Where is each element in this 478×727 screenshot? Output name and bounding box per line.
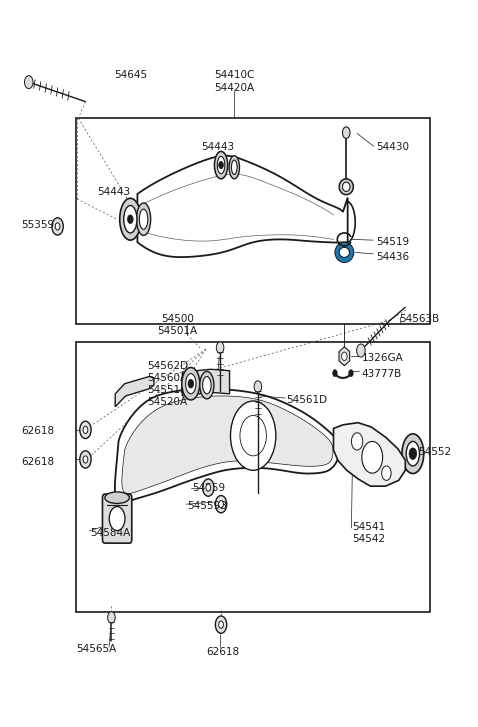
- Ellipse shape: [203, 377, 211, 394]
- Circle shape: [80, 451, 91, 468]
- Circle shape: [55, 222, 60, 230]
- Text: 55359: 55359: [22, 220, 55, 230]
- Polygon shape: [115, 389, 339, 502]
- Ellipse shape: [406, 441, 420, 466]
- Circle shape: [24, 76, 33, 89]
- Polygon shape: [137, 156, 348, 257]
- Circle shape: [218, 501, 223, 507]
- Circle shape: [362, 441, 382, 473]
- Circle shape: [218, 161, 223, 169]
- Circle shape: [240, 415, 266, 456]
- Circle shape: [348, 369, 353, 377]
- Ellipse shape: [215, 151, 228, 179]
- Circle shape: [83, 456, 88, 463]
- Circle shape: [217, 342, 224, 353]
- Circle shape: [216, 496, 227, 513]
- Circle shape: [188, 379, 194, 388]
- Ellipse shape: [120, 198, 141, 240]
- Ellipse shape: [402, 434, 424, 473]
- Circle shape: [108, 611, 115, 623]
- Text: 54645: 54645: [114, 70, 147, 80]
- Ellipse shape: [339, 179, 353, 195]
- Ellipse shape: [335, 242, 354, 262]
- Circle shape: [52, 218, 63, 235]
- Text: 54551D: 54551D: [147, 385, 188, 395]
- Polygon shape: [339, 347, 350, 366]
- Text: 54430: 54430: [376, 142, 409, 152]
- Text: 54519: 54519: [376, 237, 409, 247]
- Circle shape: [206, 484, 211, 491]
- Text: 54563B: 54563B: [400, 314, 440, 324]
- Text: 43777B: 43777B: [362, 369, 402, 379]
- Ellipse shape: [200, 371, 214, 399]
- Circle shape: [218, 621, 223, 628]
- FancyBboxPatch shape: [102, 494, 132, 543]
- Circle shape: [342, 352, 347, 361]
- Circle shape: [254, 381, 261, 393]
- Ellipse shape: [342, 182, 350, 191]
- Text: 1326GA: 1326GA: [362, 353, 403, 363]
- Ellipse shape: [139, 209, 148, 229]
- Text: 54552: 54552: [419, 446, 452, 457]
- Text: 54565A: 54565A: [76, 644, 116, 654]
- Text: 54560A: 54560A: [147, 373, 187, 383]
- Circle shape: [351, 433, 363, 450]
- Circle shape: [80, 421, 91, 438]
- Circle shape: [216, 616, 227, 633]
- Circle shape: [342, 127, 350, 138]
- Circle shape: [230, 401, 276, 470]
- Circle shape: [381, 466, 391, 481]
- Circle shape: [357, 344, 365, 357]
- Circle shape: [203, 479, 214, 497]
- Text: 54410C: 54410C: [214, 70, 254, 80]
- Text: 54500: 54500: [161, 314, 194, 324]
- Text: 54559: 54559: [192, 483, 225, 494]
- Ellipse shape: [229, 156, 239, 179]
- Polygon shape: [182, 369, 229, 396]
- Text: 62618: 62618: [22, 457, 55, 467]
- Polygon shape: [334, 422, 405, 486]
- Text: 54420A: 54420A: [214, 83, 254, 93]
- Bar: [76, 119, 430, 324]
- Text: 54501A: 54501A: [158, 326, 197, 336]
- Text: 54562D: 54562D: [147, 361, 188, 371]
- Bar: [76, 342, 430, 612]
- Ellipse shape: [182, 367, 200, 400]
- Text: 54542: 54542: [352, 534, 386, 544]
- Text: 62618: 62618: [22, 426, 55, 436]
- Ellipse shape: [124, 206, 137, 233]
- Polygon shape: [115, 377, 154, 407]
- Circle shape: [83, 426, 88, 433]
- Ellipse shape: [339, 247, 349, 257]
- Text: 54443: 54443: [97, 187, 130, 197]
- Ellipse shape: [336, 244, 353, 261]
- Circle shape: [109, 507, 125, 531]
- Ellipse shape: [217, 156, 225, 174]
- Ellipse shape: [105, 492, 130, 504]
- Ellipse shape: [185, 374, 196, 394]
- Text: 54436: 54436: [376, 252, 409, 262]
- Text: 54559B: 54559B: [187, 502, 227, 511]
- Ellipse shape: [137, 203, 151, 236]
- Circle shape: [128, 215, 133, 223]
- Ellipse shape: [231, 160, 237, 174]
- Polygon shape: [122, 396, 333, 494]
- Circle shape: [409, 448, 417, 459]
- Text: 54443: 54443: [201, 142, 234, 152]
- Text: 54541: 54541: [352, 521, 386, 531]
- Circle shape: [333, 369, 337, 377]
- Text: 62618: 62618: [206, 647, 239, 657]
- Text: 54584A: 54584A: [90, 528, 130, 538]
- Text: 54520A: 54520A: [147, 397, 187, 406]
- Text: 54561D: 54561D: [286, 395, 327, 404]
